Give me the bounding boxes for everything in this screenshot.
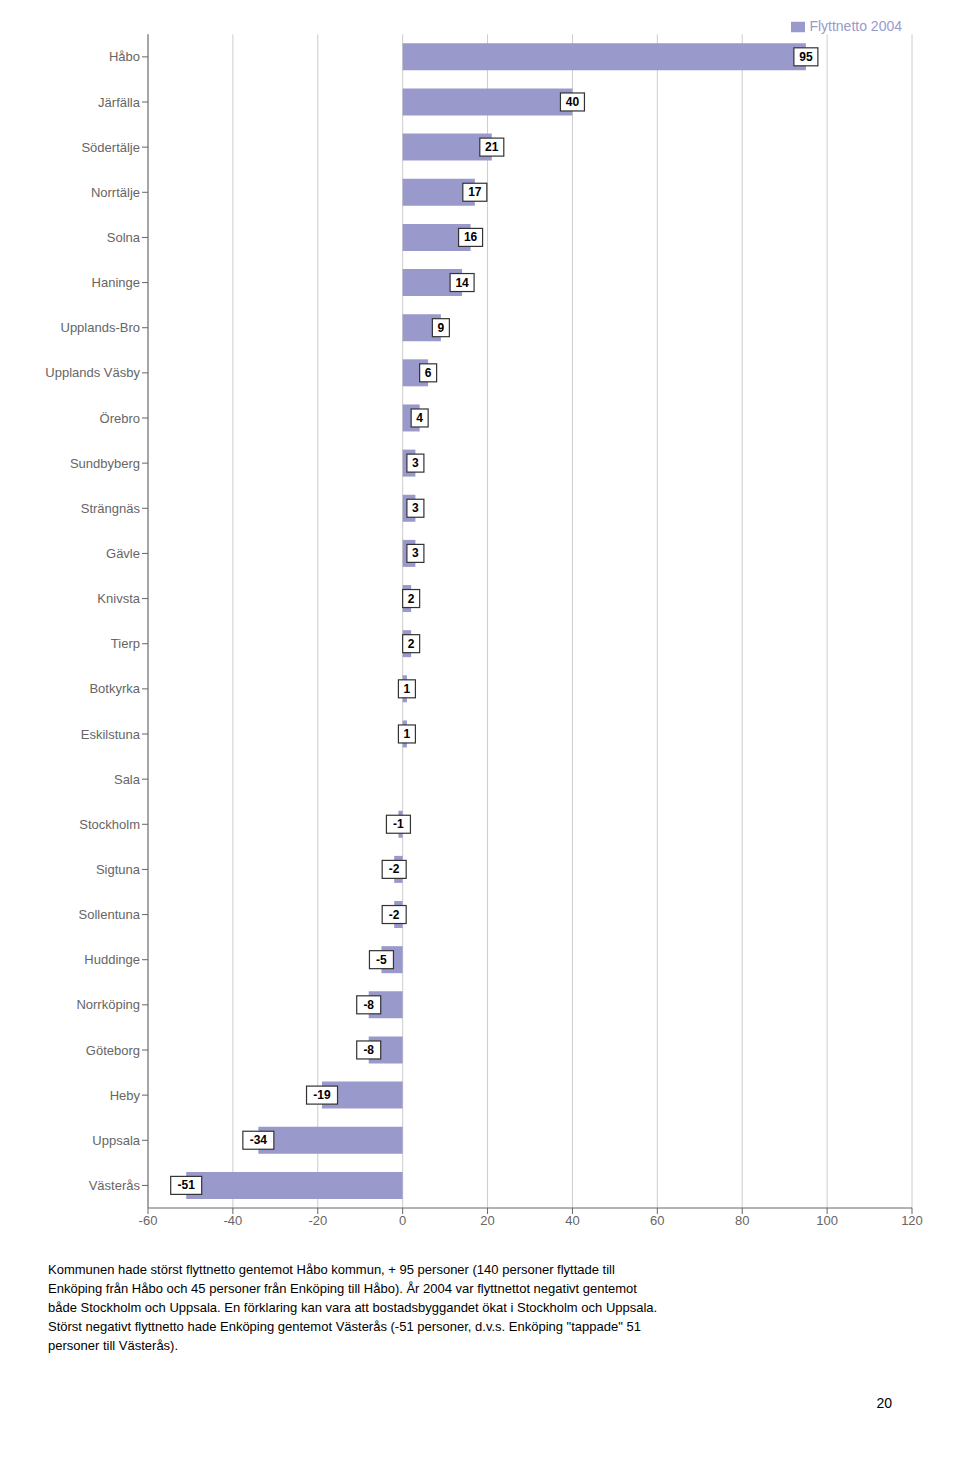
svg-text:-40: -40 bbox=[223, 1213, 242, 1228]
svg-text:Upplands-Bro: Upplands-Bro bbox=[61, 320, 141, 335]
svg-text:-8: -8 bbox=[363, 1043, 374, 1057]
svg-text:Norrtälje: Norrtälje bbox=[91, 185, 140, 200]
svg-text:21: 21 bbox=[485, 140, 499, 154]
svg-text:4: 4 bbox=[416, 411, 423, 425]
svg-text:Örebro: Örebro bbox=[100, 411, 140, 426]
svg-text:-2: -2 bbox=[389, 908, 400, 922]
svg-text:95: 95 bbox=[799, 50, 813, 64]
svg-text:40: 40 bbox=[566, 95, 580, 109]
svg-text:-20: -20 bbox=[308, 1213, 327, 1228]
svg-text:Göteborg: Göteborg bbox=[86, 1043, 140, 1058]
svg-text:Sala: Sala bbox=[114, 772, 141, 787]
svg-text:-34: -34 bbox=[250, 1133, 268, 1147]
svg-text:2: 2 bbox=[408, 592, 415, 606]
svg-text:Strängnäs: Strängnäs bbox=[81, 501, 141, 516]
svg-text:80: 80 bbox=[735, 1213, 749, 1228]
svg-text:Sigtuna: Sigtuna bbox=[96, 862, 141, 877]
svg-text:16: 16 bbox=[464, 230, 478, 244]
svg-text:3: 3 bbox=[412, 456, 419, 470]
svg-text:60: 60 bbox=[650, 1213, 664, 1228]
svg-text:Uppsala: Uppsala bbox=[92, 1133, 140, 1148]
svg-text:Sollentuna: Sollentuna bbox=[79, 907, 141, 922]
svg-text:14: 14 bbox=[455, 276, 469, 290]
svg-text:Eskilstuna: Eskilstuna bbox=[81, 727, 141, 742]
svg-text:6: 6 bbox=[425, 366, 432, 380]
svg-text:-51: -51 bbox=[178, 1178, 196, 1192]
svg-text:20: 20 bbox=[480, 1213, 494, 1228]
svg-text:0: 0 bbox=[399, 1213, 406, 1228]
svg-text:Heby: Heby bbox=[110, 1088, 141, 1103]
html-text:Kommunen hade störst flyttnett: Kommunen hade störst flyttnetto gentemot… bbox=[48, 1262, 658, 1353]
svg-text:Norrköping: Norrköping bbox=[76, 997, 140, 1012]
svg-text:Stockholm: Stockholm bbox=[79, 817, 140, 832]
svg-text:Upplands Väsby: Upplands Väsby bbox=[45, 365, 140, 380]
svg-text:Västerås: Västerås bbox=[89, 1178, 141, 1193]
svg-text:3: 3 bbox=[412, 546, 419, 560]
html-text:Flyttnetto 2004: Flyttnetto 2004 bbox=[809, 18, 902, 34]
svg-text:-60: -60 bbox=[139, 1213, 158, 1228]
svg-text:100: 100 bbox=[816, 1213, 838, 1228]
svg-text:Knivsta: Knivsta bbox=[97, 591, 140, 606]
svg-text:-19: -19 bbox=[313, 1088, 331, 1102]
svg-text:Södertälje: Södertälje bbox=[81, 140, 140, 155]
svg-text:Järfälla: Järfälla bbox=[98, 95, 141, 110]
svg-text:Botkyrka: Botkyrka bbox=[89, 681, 140, 696]
html-text:20: 20 bbox=[876, 1395, 892, 1411]
svg-text:Gävle: Gävle bbox=[106, 546, 140, 561]
svg-text:1: 1 bbox=[404, 727, 411, 741]
svg-text:-5: -5 bbox=[376, 953, 387, 967]
svg-text:2: 2 bbox=[408, 637, 415, 651]
svg-text:120: 120 bbox=[901, 1213, 923, 1228]
svg-text:Solna: Solna bbox=[107, 230, 141, 245]
svg-text:40: 40 bbox=[565, 1213, 579, 1228]
svg-text:Haninge: Haninge bbox=[92, 275, 140, 290]
svg-text:Huddinge: Huddinge bbox=[84, 952, 140, 967]
svg-text:17: 17 bbox=[468, 185, 482, 199]
svg-text:3: 3 bbox=[412, 501, 419, 515]
svg-text:Sundbyberg: Sundbyberg bbox=[70, 456, 140, 471]
svg-text:1: 1 bbox=[404, 682, 411, 696]
svg-text:-2: -2 bbox=[389, 862, 400, 876]
svg-text:Tierp: Tierp bbox=[111, 636, 140, 651]
svg-text:Håbo: Håbo bbox=[109, 49, 140, 64]
svg-text:-1: -1 bbox=[393, 817, 404, 831]
svg-text:-8: -8 bbox=[363, 998, 374, 1012]
svg-text:9: 9 bbox=[438, 321, 445, 335]
